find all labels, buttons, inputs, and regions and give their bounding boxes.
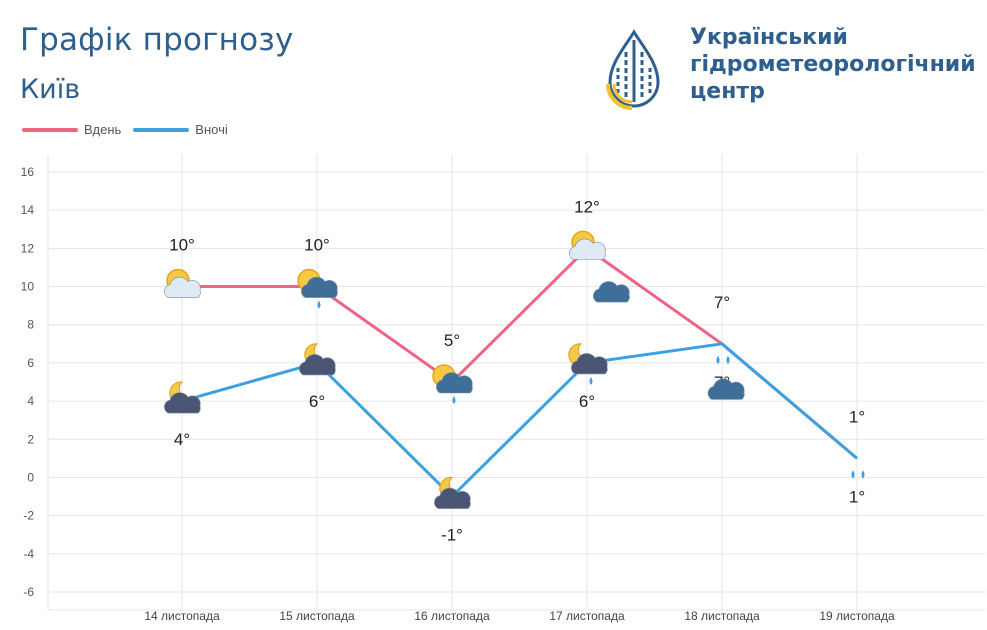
day-value-label: 5°	[444, 331, 460, 350]
cloud-shape	[301, 276, 338, 298]
moon-cloud-icon	[299, 343, 336, 376]
day-value-label: 10°	[169, 236, 195, 255]
city-name: Київ	[20, 74, 81, 105]
legend-item-day[interactable]: Вдень	[22, 122, 121, 137]
cloud-rain-icon	[707, 378, 865, 479]
ugmc-logo: Український гідрометеорологічний центр	[604, 24, 976, 114]
legend-item-night[interactable]: Вночі	[133, 122, 228, 137]
logo-line-2: гідрометеорологічний	[690, 52, 976, 77]
cloud-shape	[569, 238, 606, 260]
cloud-shape	[434, 487, 471, 509]
rain-drop-shape	[851, 470, 855, 479]
day-value-label: 1°	[849, 407, 865, 426]
rain-drop-shape	[589, 376, 593, 385]
moon-cloud-icon	[434, 477, 471, 509]
sun-cloud-rain-icon	[297, 268, 338, 309]
y-tick-label: 4	[27, 394, 34, 408]
night-value-label: 6°	[309, 392, 325, 411]
x-tick-label: 18 листопада	[684, 609, 760, 623]
rain-drop-shape	[861, 470, 865, 479]
x-tick-label: 17 листопада	[549, 609, 625, 623]
cloud-shape	[436, 372, 473, 394]
ugmc-logo-text: Український гідрометеорологічний центр	[690, 24, 976, 105]
y-tick-label: 14	[21, 203, 35, 217]
legend-night-swatch	[133, 127, 190, 132]
cloud-rain-icon	[593, 281, 730, 364]
x-tick-label: 14 листопада	[144, 609, 220, 623]
y-tick-label: -2	[23, 509, 34, 523]
page-title: Графік прогнозу	[20, 22, 294, 58]
y-tick-label: -4	[23, 547, 34, 561]
day-series-line	[182, 246, 858, 460]
legend-day-label: Вдень	[84, 122, 122, 137]
rain-drop-shape	[317, 300, 321, 309]
cloud-shape	[164, 276, 201, 298]
sun-cloud-icon	[569, 230, 606, 260]
y-tick-label: 2	[27, 432, 34, 446]
day-value-label: 7°	[714, 293, 730, 312]
cloud-shape	[593, 281, 630, 303]
logo-line-1: Український	[690, 25, 848, 50]
ugmc-drop-icon	[606, 29, 660, 110]
rain-drop-shape	[726, 355, 730, 364]
moon-cloud-rain-icon	[568, 343, 608, 385]
cloud-shape	[299, 354, 336, 376]
cloud-shape	[164, 392, 201, 414]
y-tick-label: 16	[21, 165, 35, 179]
y-tick-label: 6	[27, 356, 34, 370]
cloud-shape	[571, 353, 608, 375]
day-value-label: 10°	[304, 236, 330, 255]
x-tick-label: 15 листопада	[279, 609, 355, 623]
cloud-shape	[707, 378, 745, 400]
x-tick-label: 19 листопада	[819, 609, 895, 623]
y-tick-label: 0	[27, 470, 34, 484]
rain-drop-shape	[716, 355, 720, 364]
day-value-label: 12°	[574, 197, 600, 216]
legend-night-label: Вночі	[195, 122, 228, 137]
moon-cloud-icon	[164, 381, 201, 414]
night-value-label: 1°	[849, 487, 865, 506]
logo-line-3: центр	[690, 79, 765, 104]
x-tick-label: 16 листопада	[414, 609, 490, 623]
sun-cloud-icon	[164, 268, 201, 298]
night-value-label: 4°	[174, 430, 190, 449]
night-series-line	[181, 342, 858, 499]
legend-day-swatch	[22, 127, 78, 132]
y-tick-label: -6	[23, 585, 34, 599]
y-tick-label: 10	[21, 280, 35, 294]
y-tick-label: 12	[21, 241, 35, 255]
night-value-label: -1°	[441, 526, 463, 545]
night-value-label: 6°	[579, 392, 595, 411]
rain-drop-shape	[452, 396, 456, 404]
sun-cloud-rain-icon	[432, 364, 473, 404]
chart-legend: Вдень Вночі	[22, 122, 240, 137]
y-tick-label: 8	[27, 318, 34, 332]
